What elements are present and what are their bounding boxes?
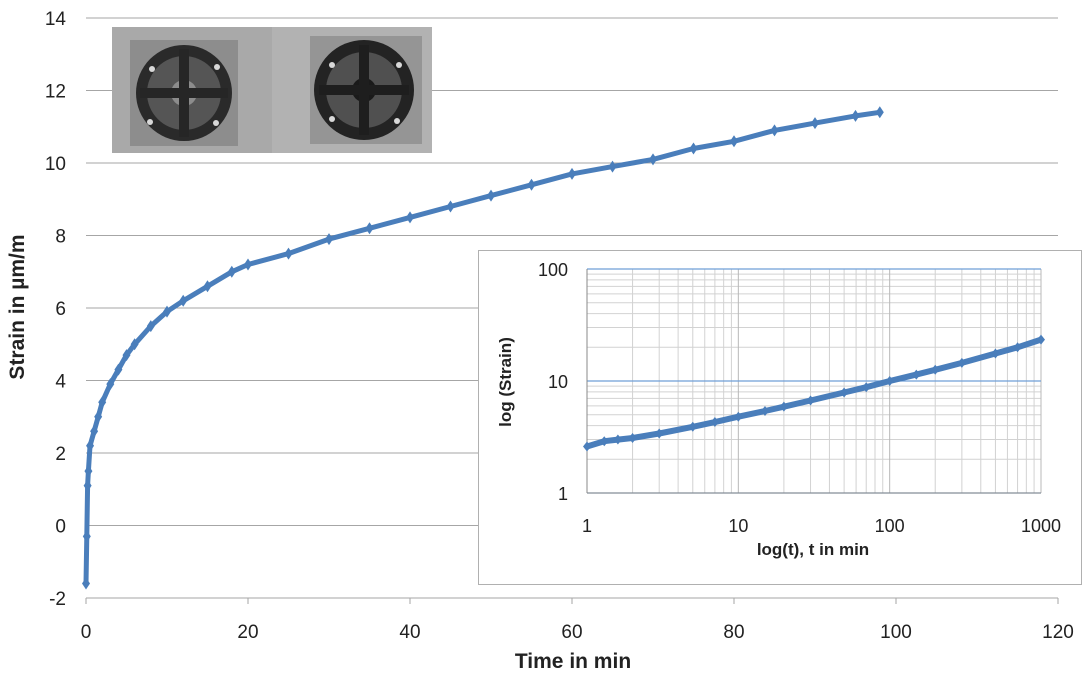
main-data-point (146, 320, 155, 333)
inset-y-tick-label: 100 (538, 260, 568, 280)
main-data-point (98, 396, 107, 409)
inset-data-point (931, 364, 940, 375)
inset-data-point (779, 401, 788, 412)
main-data-point (106, 378, 115, 391)
inset-data-point (688, 421, 697, 432)
main-data-point (203, 280, 212, 293)
main-data-point (163, 305, 171, 318)
main-data-point (122, 349, 131, 362)
main-data-point (130, 338, 139, 351)
inset-data-point (1037, 334, 1045, 345)
main-y-tick-label: 10 (45, 154, 66, 175)
main-x-tick-label: 60 (561, 622, 582, 643)
main-y-tick-labels: -2 0 2 4 6 8 10 12 14 (45, 9, 67, 610)
main-y-tick-label: 0 (55, 517, 66, 538)
inset-data-point (991, 348, 1000, 359)
main-y-tick-label: 6 (55, 299, 66, 320)
main-data-point (284, 247, 293, 260)
main-data-point (649, 153, 657, 166)
main-y-tick-label: -2 (49, 589, 66, 610)
main-data-point (86, 439, 95, 452)
main-x-tick-labels: 0 20 40 60 80 100 120 (81, 622, 1074, 643)
specimen-photo (112, 27, 432, 153)
main-data-point (608, 160, 617, 173)
main-x-tick-label: 120 (1042, 622, 1074, 643)
main-x-tick-label: 80 (723, 622, 744, 643)
inset-data-point (710, 417, 719, 428)
inset-gridlines (586, 268, 1042, 494)
inset-data-point (760, 405, 769, 416)
inset-y-tick-label: 10 (548, 372, 568, 392)
inset-y-tick-labels: 1 10 100 (538, 260, 568, 504)
main-x-tick-label: 40 (399, 622, 420, 643)
inset-x-tick-label: 100 (875, 516, 905, 536)
main-data-series (82, 106, 884, 590)
inset-data-point (600, 436, 609, 447)
main-data-point (851, 109, 860, 122)
main-data-point (527, 178, 536, 191)
main-data-point (325, 233, 333, 246)
main-series-line (83, 109, 881, 584)
inset-x-tick-label: 1 (582, 516, 592, 536)
inset-x-tick-label: 10 (728, 516, 748, 536)
main-data-point (179, 294, 188, 307)
inset-data-series (583, 334, 1045, 452)
main-y-tick-label: 12 (45, 82, 66, 103)
main-data-point (82, 530, 91, 543)
main-y-axis-title: Strain in µm/m (6, 234, 29, 379)
inset-data-point (957, 357, 966, 368)
inset-data-point (885, 376, 894, 386)
main-data-point (84, 465, 93, 478)
main-data-point (83, 479, 92, 492)
main-data-point (365, 222, 374, 235)
inset-data-point (655, 428, 664, 439)
main-data-point (811, 117, 819, 130)
main-data-point (446, 200, 455, 213)
main-data-point (730, 135, 738, 148)
inset-data-point (613, 434, 622, 445)
inset-y-axis-title: log (Strain) (496, 337, 515, 427)
main-data-point (227, 265, 236, 278)
inset-data-point (840, 387, 849, 398)
inset-data-point (806, 395, 815, 406)
specimen-photo-image (112, 27, 432, 153)
inset-y-tick-label: 1 (558, 484, 568, 504)
main-x-tick-label: 100 (880, 622, 912, 643)
main-data-point (568, 167, 576, 180)
main-data-point (406, 211, 414, 224)
inset-x-tick-labels: 1 10 100 1000 (582, 516, 1061, 536)
inset-data-point (583, 441, 591, 452)
inset-log-chart: 1 10 100 1 10 100 1000 log(t), t in min log (… (478, 250, 1082, 585)
inset-data-point (862, 382, 871, 393)
inset-x-tick-label: 1000 (1021, 516, 1061, 536)
main-x-axis-title: Time in min (515, 650, 631, 673)
inset-series-line (586, 336, 1042, 450)
main-data-point (94, 410, 103, 423)
main-x-tick-label: 0 (81, 622, 92, 643)
main-y-tick-label: 8 (55, 227, 66, 248)
main-y-tick-label: 4 (55, 372, 66, 393)
inset-data-point (628, 432, 637, 443)
main-data-point (244, 258, 252, 271)
main-data-point (875, 106, 884, 119)
main-y-tick-label: 2 (55, 444, 66, 465)
inset-x-axis-title: log(t), t in min (757, 540, 869, 559)
inset-chart-frame (478, 250, 1082, 585)
main-x-tick-label: 20 (237, 622, 258, 643)
main-y-tick-label: 14 (45, 9, 67, 30)
inset-data-point (912, 369, 921, 380)
inset-data-point (734, 411, 743, 422)
main-data-point (82, 577, 90, 590)
main-data-point (487, 189, 495, 202)
main-data-point (114, 363, 123, 376)
main-data-point (90, 425, 99, 438)
inset-data-point (1013, 342, 1022, 353)
main-data-point (689, 142, 698, 155)
main-data-point (770, 124, 779, 137)
